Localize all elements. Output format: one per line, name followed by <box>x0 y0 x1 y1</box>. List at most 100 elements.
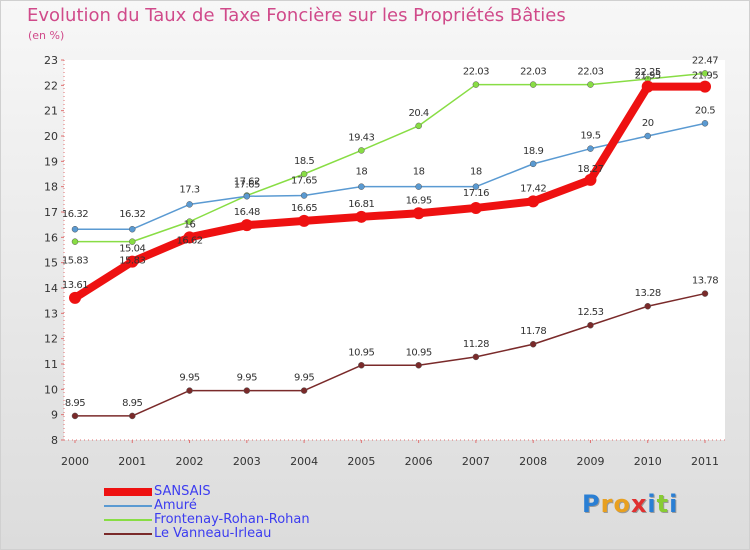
logo-letter: t <box>656 490 670 518</box>
data-point <box>129 412 136 420</box>
x-tick-label: 2007 <box>462 455 490 468</box>
series-line-3 <box>74 292 706 417</box>
data-point <box>415 362 422 369</box>
data-point <box>300 192 308 199</box>
data-label: 16.95 <box>406 195 432 206</box>
series-line-2 <box>74 72 706 243</box>
logo-letter: x <box>630 490 648 518</box>
y-tick-label: 13 <box>44 307 58 320</box>
data-point <box>412 207 425 220</box>
data-point <box>469 201 482 214</box>
x-tick-label: 2003 <box>233 455 261 468</box>
data-point <box>240 219 253 232</box>
data-point <box>529 160 537 168</box>
data-label: 9.95 <box>294 373 314 384</box>
x-tick-label: 2011 <box>691 455 719 468</box>
data-label: 11.28 <box>463 339 489 350</box>
data-label: 16.62 <box>176 236 202 247</box>
y-tick-label: 9 <box>51 409 58 422</box>
data-point <box>641 80 654 93</box>
data-point <box>243 387 251 394</box>
data-point <box>129 225 136 233</box>
data-label: 17.3 <box>179 184 199 195</box>
logo-letter: o <box>613 490 631 518</box>
data-point <box>587 145 594 152</box>
y-tick-label: 12 <box>44 333 58 346</box>
proxiti-logo: Proxiti <box>582 490 678 518</box>
data-point <box>300 170 308 178</box>
data-label: 10.95 <box>348 347 374 358</box>
data-point <box>71 412 79 420</box>
y-tick-label: 11 <box>44 358 58 371</box>
legend-swatch-frontenay <box>104 519 152 521</box>
data-label: 16.65 <box>291 203 317 214</box>
legend-label-vanneau: Le Vanneau-Irleau <box>154 526 272 541</box>
data-point <box>300 387 308 394</box>
data-point <box>358 362 365 369</box>
chart-title: Evolution du Taux de Taxe Foncière sur l… <box>27 5 566 26</box>
data-label: 8.95 <box>122 398 142 409</box>
data-point <box>358 183 365 190</box>
data-point <box>129 238 136 245</box>
data-label: 16.32 <box>119 209 145 220</box>
data-label: 13.78 <box>692 276 718 287</box>
legend-label-frontenay: Frontenay-Rohan-Rohan <box>154 512 310 527</box>
data-label: 16.81 <box>348 199 374 210</box>
x-tick-label: 2009 <box>576 455 604 468</box>
y-tick-label: 17 <box>44 206 58 219</box>
data-point <box>587 81 594 88</box>
y-tick-label: 16 <box>44 231 58 244</box>
data-label: 21.95 <box>635 71 661 82</box>
data-point <box>701 120 709 127</box>
series-line-0 <box>71 82 709 302</box>
data-point <box>529 340 537 348</box>
data-label: 17.65 <box>234 180 260 191</box>
data-label: 15.04 <box>119 244 145 255</box>
data-label: 18 <box>413 167 425 178</box>
data-point <box>701 290 709 297</box>
data-label: 9.95 <box>237 373 257 384</box>
data-point <box>243 193 251 200</box>
data-label: 22.47 <box>692 55 718 66</box>
legend-item: SANSAIS <box>104 485 310 499</box>
data-label: 16.48 <box>234 207 260 218</box>
data-point <box>701 70 709 77</box>
x-tick-label: 2008 <box>519 455 547 468</box>
x-tick-label: 2004 <box>290 455 318 468</box>
y-axis-label: (en %) <box>28 29 65 42</box>
logo-letter: P <box>582 490 601 518</box>
data-label: 12.53 <box>577 307 603 318</box>
data-label: 10.95 <box>406 347 432 358</box>
data-point <box>298 214 311 227</box>
legend: SANSAIS Amuré Frontenay-Rohan-Rohan Le V… <box>104 485 310 541</box>
data-point <box>472 183 480 190</box>
data-point <box>472 81 480 88</box>
data-label: 17.65 <box>291 176 317 187</box>
data-label: 9.95 <box>179 373 199 384</box>
legend-item: Le Vanneau-Irleau <box>104 527 310 541</box>
data-point <box>186 387 193 394</box>
data-label: 20.5 <box>695 105 715 116</box>
data-label: 13.61 <box>62 280 88 291</box>
logo-letter: i <box>647 490 657 518</box>
legend-swatch-amure <box>104 505 152 507</box>
data-point <box>644 302 651 310</box>
data-label: 17.62 <box>234 176 260 187</box>
plot-area <box>64 60 725 440</box>
y-tick-label: 8 <box>51 434 58 447</box>
data-label: 8.95 <box>65 398 85 409</box>
data-point <box>415 183 422 190</box>
data-label: 15.83 <box>119 256 145 267</box>
data-point <box>69 291 81 304</box>
data-point <box>71 225 79 233</box>
data-label: 22.03 <box>520 67 546 78</box>
data-label: 17.16 <box>463 188 489 199</box>
logo-letter: i <box>669 490 679 518</box>
data-label: 17.42 <box>520 183 546 194</box>
data-point <box>358 147 365 154</box>
data-label: 16 <box>184 219 196 230</box>
data-point <box>71 238 79 245</box>
x-tick-label: 2006 <box>405 455 433 468</box>
data-point <box>415 122 422 130</box>
